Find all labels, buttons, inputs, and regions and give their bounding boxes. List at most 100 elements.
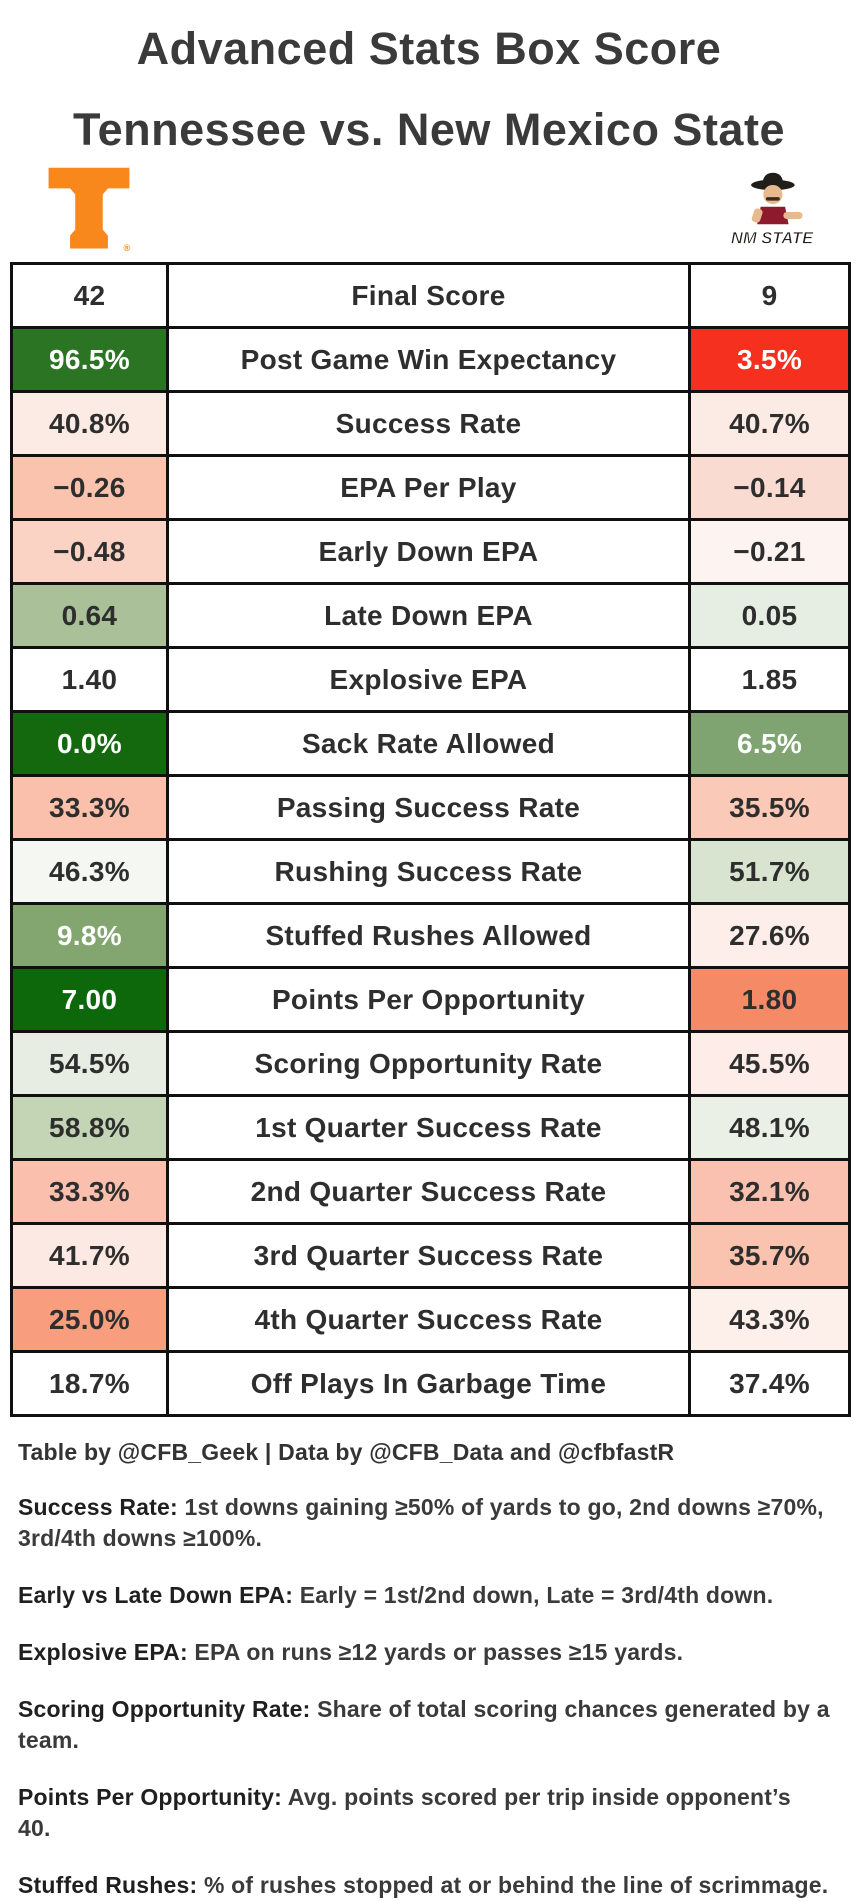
home-value-cell: −0.26	[10, 454, 169, 521]
footnote-term: Success Rate:	[18, 1494, 185, 1520]
footnote-term: Stuffed Rushes:	[18, 1872, 204, 1899]
tennessee-power-t-logo-icon: ®	[48, 167, 130, 252]
stat-label-cell: Sack Rate Allowed	[165, 710, 692, 777]
table-row: 9.8% Stuffed Rushes Allowed 27.6%	[10, 902, 851, 969]
footnote-text: EPA on runs ≥12 yards or passes ≥15 yard…	[194, 1639, 684, 1666]
stat-label-cell: 1st Quarter Success Rate	[165, 1094, 692, 1161]
stat-label-cell: Rushing Success Rate	[165, 838, 692, 905]
away-value-cell: 40.7%	[688, 390, 851, 457]
table-row: −0.48 Early Down EPA −0.21	[10, 518, 851, 585]
stat-label-cell: Success Rate	[165, 390, 692, 457]
stat-label-cell: Post Game Win Expectancy	[165, 326, 692, 393]
footnote-term: Scoring Opportunity Rate:	[18, 1696, 318, 1723]
away-value-cell: 51.7%	[688, 838, 851, 905]
table-row: 42 Final Score 9	[10, 262, 851, 329]
home-value-cell: 7.00	[10, 966, 169, 1033]
home-value-cell: 9.8%	[10, 902, 169, 969]
table-row: 40.8% Success Rate 40.7%	[10, 390, 851, 457]
page-header: Advanced Stats Box Score Tennessee vs. N…	[0, 0, 858, 152]
footnote: Stuffed Rushes: % of rushes stopped at o…	[18, 1870, 830, 1901]
footnote-text: % of rushes stopped at or behind the lin…	[203, 1872, 829, 1899]
footnote-term: Explosive EPA:	[18, 1639, 195, 1666]
home-value-cell: 1.40	[10, 646, 169, 713]
footnote: Points Per Opportunity: Avg. points scor…	[18, 1782, 830, 1844]
footer: Table by @CFB_Geek | Data by @CFB_Data a…	[0, 1417, 858, 1901]
home-value-cell: 33.3%	[10, 774, 169, 841]
home-value-cell: 0.0%	[10, 710, 169, 777]
stat-label-cell: Late Down EPA	[165, 582, 692, 649]
home-value-cell: 54.5%	[10, 1030, 169, 1097]
stat-label-cell: 4th Quarter Success Rate	[165, 1286, 692, 1353]
svg-text:®: ®	[123, 243, 130, 252]
nm-state-logo-wordmark: NM STATE	[731, 228, 814, 247]
table-row: 33.3% Passing Success Rate 35.5%	[10, 774, 851, 841]
table-row: 58.8% 1st Quarter Success Rate 48.1%	[10, 1094, 851, 1161]
footnote-text: Early = 1st/2nd down, Late = 3rd/4th dow…	[299, 1582, 774, 1609]
home-value-cell: 41.7%	[10, 1222, 169, 1289]
home-value-cell: 40.8%	[10, 390, 169, 457]
home-value-cell: 18.7%	[10, 1350, 169, 1417]
home-value-cell: 25.0%	[10, 1286, 169, 1353]
footnote: Scoring Opportunity Rate: Share of total…	[18, 1694, 830, 1756]
table-row: 0.0% Sack Rate Allowed 6.5%	[10, 710, 851, 777]
away-value-cell: 45.5%	[688, 1030, 851, 1097]
footnote: Success Rate: 1st downs gaining ≥50% of …	[18, 1492, 830, 1554]
home-value-cell: −0.48	[10, 518, 169, 585]
team-logos-row: ® NM STATE	[0, 152, 858, 262]
table-row: 18.7% Off Plays In Garbage Time 37.4%	[10, 1350, 851, 1417]
away-value-cell: 37.4%	[688, 1350, 851, 1417]
table-row: 7.00 Points Per Opportunity 1.80	[10, 966, 851, 1033]
footnote: Explosive EPA: EPA on runs ≥12 yards or …	[18, 1637, 830, 1668]
stat-label-cell: Early Down EPA	[165, 518, 692, 585]
footnote-text: Avg. points scored per trip inside oppon…	[18, 1784, 791, 1842]
table-row: 54.5% Scoring Opportunity Rate 45.5%	[10, 1030, 851, 1097]
footnote-text: Share of total scoring chances generated…	[18, 1696, 830, 1754]
away-value-cell: 1.85	[688, 646, 851, 713]
away-value-cell: −0.21	[688, 518, 851, 585]
away-value-cell: 3.5%	[688, 326, 851, 393]
stat-label-cell: 3rd Quarter Success Rate	[165, 1222, 692, 1289]
table-row: 0.64 Late Down EPA 0.05	[10, 582, 851, 649]
footnote-text: 1st downs gaining ≥50% of yards to go, 2…	[18, 1494, 824, 1552]
stat-label-cell: Stuffed Rushes Allowed	[165, 902, 692, 969]
home-value-cell: 33.3%	[10, 1158, 169, 1225]
credit-line: Table by @CFB_Geek | Data by @CFB_Data a…	[18, 1439, 675, 1465]
away-value-cell: 48.1%	[688, 1094, 851, 1161]
footnote: Early vs Late Down EPA: Early = 1st/2nd …	[18, 1580, 830, 1611]
table-row: 96.5% Post Game Win Expectancy 3.5%	[10, 326, 851, 393]
table-row: −0.26 EPA Per Play −0.14	[10, 454, 851, 521]
stat-label-cell: Off Plays In Garbage Time	[165, 1350, 692, 1417]
away-value-cell: 43.3%	[688, 1286, 851, 1353]
away-value-cell: 35.5%	[688, 774, 851, 841]
home-value-cell: 42	[10, 262, 169, 329]
stat-label-cell: Explosive EPA	[165, 646, 692, 713]
home-value-cell: 0.64	[10, 582, 169, 649]
stats-table-body: 42 Final Score 9 96.5% Post Game Win Exp…	[10, 262, 851, 1417]
table-row: 25.0% 4th Quarter Success Rate 43.3%	[10, 1286, 851, 1353]
away-value-cell: 27.6%	[688, 902, 851, 969]
footnote-term: Points Per Opportunity:	[18, 1784, 288, 1811]
table-row: 46.3% Rushing Success Rate 51.7%	[10, 838, 851, 905]
table-row: 33.3% 2nd Quarter Success Rate 32.1%	[10, 1158, 851, 1225]
home-value-cell: 96.5%	[10, 326, 169, 393]
away-value-cell: −0.14	[688, 454, 851, 521]
away-value-cell: 6.5%	[688, 710, 851, 777]
table-row: 41.7% 3rd Quarter Success Rate 35.7%	[10, 1222, 851, 1289]
home-value-cell: 46.3%	[10, 838, 169, 905]
stat-label-cell: Final Score	[165, 262, 692, 329]
page-title-line2: Tennessee vs. New Mexico State	[73, 104, 785, 155]
stat-label-cell: Passing Success Rate	[165, 774, 692, 841]
away-value-cell: 32.1%	[688, 1158, 851, 1225]
home-value-cell: 58.8%	[10, 1094, 169, 1161]
stat-label-cell: Points Per Opportunity	[165, 966, 692, 1033]
away-value-cell: 0.05	[688, 582, 851, 649]
footnotes: Success Rate: 1st downs gaining ≥50% of …	[18, 1492, 838, 1901]
advanced-stats-table: 42 Final Score 9 96.5% Post Game Win Exp…	[10, 262, 851, 1417]
stat-label-cell: 2nd Quarter Success Rate	[165, 1158, 692, 1225]
table-row: 1.40 Explosive EPA 1.85	[10, 646, 851, 713]
footnote-term: Early vs Late Down EPA:	[18, 1582, 300, 1609]
stat-label-cell: Scoring Opportunity Rate	[165, 1030, 692, 1097]
nm-state-pistol-pete-logo-icon: NM STATE	[731, 172, 814, 248]
stat-label-cell: EPA Per Play	[165, 454, 692, 521]
away-value-cell: 9	[688, 262, 851, 329]
